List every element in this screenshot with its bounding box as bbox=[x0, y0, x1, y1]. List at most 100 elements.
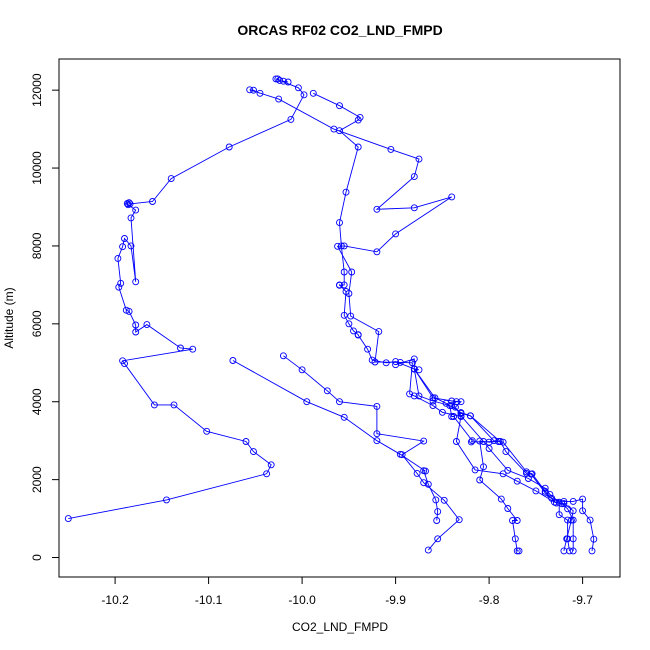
data-point bbox=[433, 517, 441, 524]
data-point bbox=[126, 200, 134, 208]
data-point bbox=[170, 401, 178, 409]
y-tick-label: 2000 bbox=[30, 466, 44, 493]
data-point bbox=[452, 438, 460, 445]
x-axis-label: CO2_LND_FMPD bbox=[292, 620, 388, 634]
y-tick-label: 8000 bbox=[30, 232, 44, 259]
data-point bbox=[451, 403, 459, 411]
series-line bbox=[413, 368, 574, 551]
data-point bbox=[424, 546, 432, 554]
data-point bbox=[442, 399, 450, 407]
data-point bbox=[511, 535, 519, 543]
x-tick-label: -10.1 bbox=[195, 593, 223, 607]
data-point bbox=[177, 344, 184, 352]
data-point bbox=[410, 365, 418, 373]
series-3 bbox=[229, 357, 442, 524]
data-point bbox=[336, 281, 343, 289]
data-point bbox=[476, 476, 484, 484]
series-7 bbox=[410, 365, 577, 555]
data-point bbox=[422, 467, 429, 475]
data-point bbox=[294, 84, 302, 92]
x-axis: -10.2 -10.1 -10.0 -9.9 -9.8 -9.7 bbox=[101, 576, 593, 607]
data-point bbox=[347, 312, 355, 320]
data-point bbox=[438, 408, 446, 416]
data-point bbox=[424, 480, 432, 488]
data-point bbox=[373, 437, 381, 445]
data-point bbox=[117, 279, 125, 287]
x-tick-label: -9.8 bbox=[479, 593, 500, 607]
data-point bbox=[590, 535, 598, 543]
data-point bbox=[189, 345, 197, 353]
data-point bbox=[119, 357, 127, 365]
data-point bbox=[569, 497, 577, 505]
data-point bbox=[564, 535, 572, 543]
data-point bbox=[250, 86, 257, 94]
data-point bbox=[354, 143, 362, 151]
data-point bbox=[432, 496, 440, 504]
data-point bbox=[225, 143, 233, 151]
data-point bbox=[274, 75, 282, 83]
data-point bbox=[127, 242, 135, 250]
data-point bbox=[440, 496, 448, 504]
data-point bbox=[499, 438, 507, 446]
x-tick-label: -10.0 bbox=[288, 593, 316, 607]
data-point bbox=[450, 413, 458, 420]
plot-frame bbox=[58, 58, 621, 578]
data-point bbox=[415, 392, 423, 400]
data-point bbox=[132, 206, 140, 214]
data-point bbox=[467, 438, 475, 446]
data-point bbox=[586, 516, 594, 524]
data-point bbox=[387, 145, 395, 153]
data-point bbox=[300, 91, 308, 99]
data-point bbox=[276, 76, 284, 84]
data-point bbox=[457, 412, 465, 420]
data-point bbox=[513, 547, 521, 555]
data-point bbox=[340, 281, 348, 289]
data-point bbox=[413, 469, 421, 477]
data-point bbox=[125, 199, 133, 207]
series-1 bbox=[64, 75, 308, 523]
y-tick-label: 6000 bbox=[30, 310, 44, 337]
series-line bbox=[451, 400, 570, 551]
data-point bbox=[448, 193, 456, 201]
data-point bbox=[287, 115, 295, 123]
series-line bbox=[283, 355, 460, 551]
data-point bbox=[279, 352, 287, 360]
data-point bbox=[163, 496, 170, 504]
data-point bbox=[334, 242, 342, 250]
data-point bbox=[504, 466, 512, 474]
chart-title: ORCAS RF02 CO2_LND_FMPD bbox=[237, 22, 442, 38]
series-line bbox=[232, 360, 439, 521]
series-line bbox=[249, 89, 574, 552]
x-tick-label: -10.2 bbox=[101, 593, 129, 607]
data-point bbox=[267, 461, 275, 469]
data-point bbox=[448, 402, 456, 410]
data-point bbox=[448, 397, 456, 405]
data-point bbox=[392, 361, 400, 369]
series-line bbox=[68, 78, 305, 520]
data-point bbox=[502, 448, 510, 456]
data-point bbox=[468, 437, 476, 445]
series-4 bbox=[309, 89, 523, 555]
data-point bbox=[340, 268, 348, 276]
data-point bbox=[149, 198, 156, 205]
data-point bbox=[284, 78, 292, 86]
data-point bbox=[564, 516, 572, 524]
data-point bbox=[532, 487, 540, 495]
data-point bbox=[420, 437, 428, 445]
data-point bbox=[415, 155, 423, 163]
y-tick-label: 4000 bbox=[30, 388, 44, 415]
data-point bbox=[348, 268, 356, 276]
data-point bbox=[364, 345, 372, 353]
data-point bbox=[298, 366, 306, 374]
data-point bbox=[263, 470, 271, 478]
data-point bbox=[373, 402, 381, 410]
data-point bbox=[121, 235, 128, 242]
data-point bbox=[515, 547, 523, 555]
data-point bbox=[122, 306, 130, 314]
data-point bbox=[429, 402, 437, 410]
data-point bbox=[373, 205, 381, 213]
data-point bbox=[356, 113, 364, 121]
data-point bbox=[340, 413, 348, 421]
data-point bbox=[410, 392, 418, 400]
data-point bbox=[499, 470, 507, 478]
